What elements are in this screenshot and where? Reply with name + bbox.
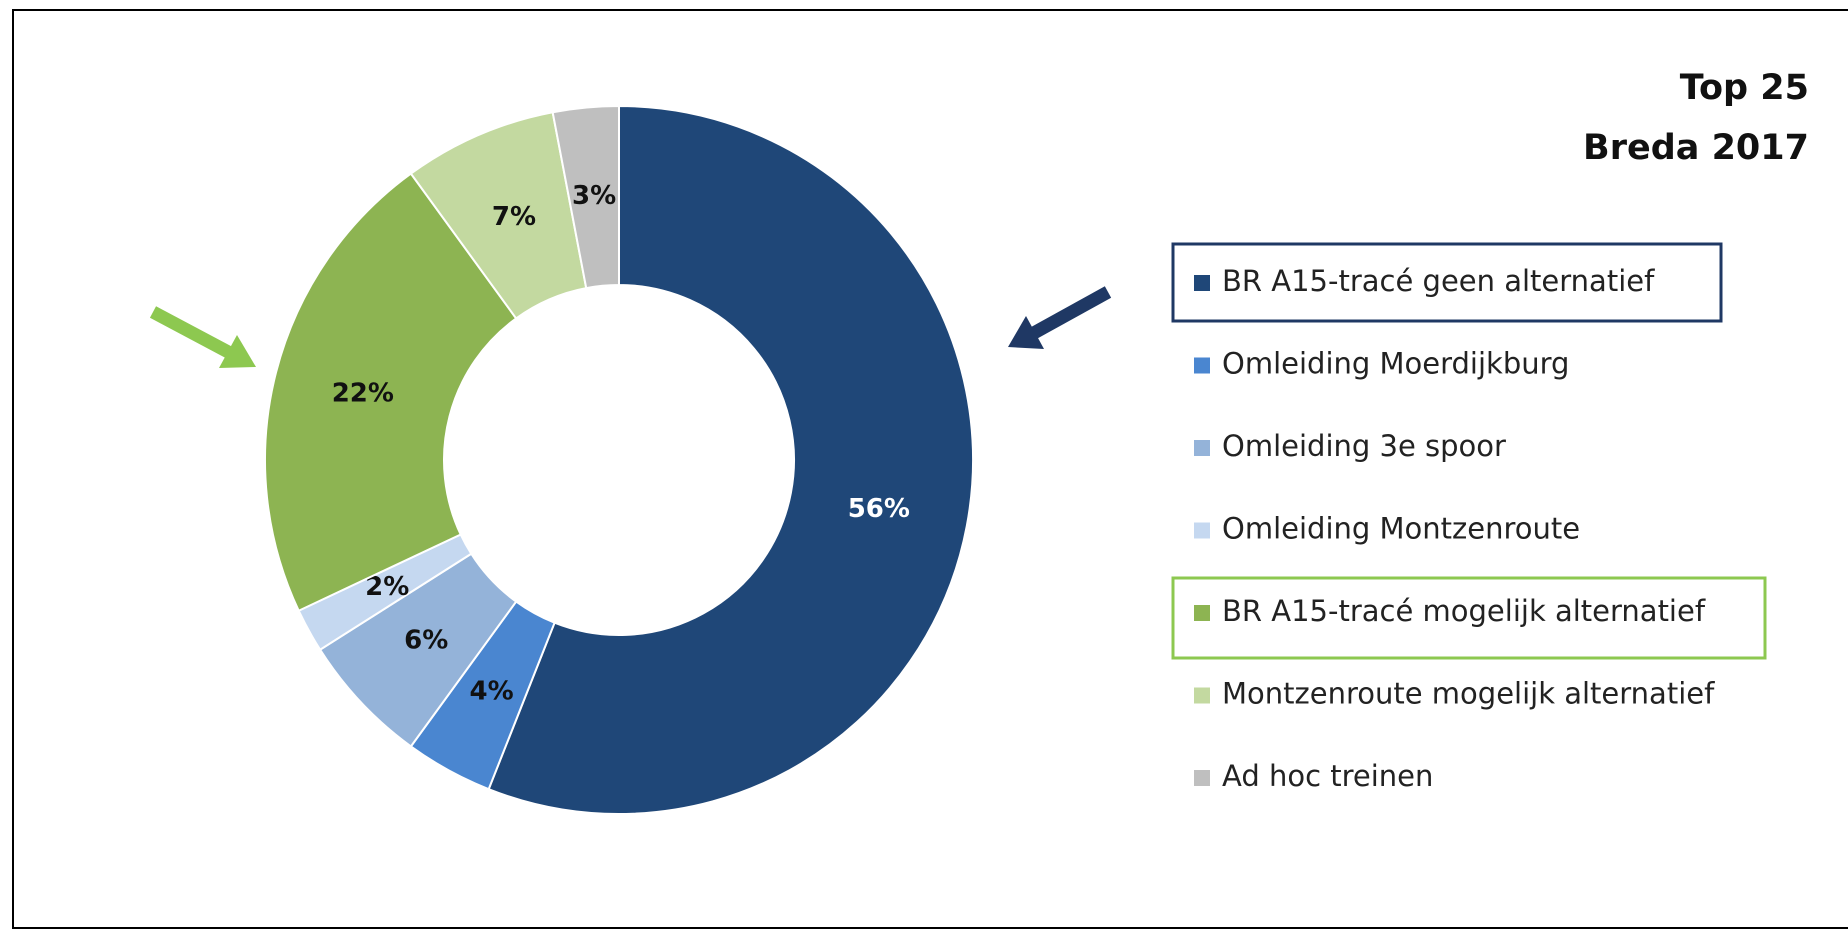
arrow — [1008, 286, 1112, 349]
data-label: 4% — [469, 676, 513, 706]
legend-swatch — [1194, 440, 1210, 456]
legend-label: Ad hoc treinen — [1222, 759, 1433, 793]
arrow — [149, 306, 256, 368]
legend-swatch — [1194, 605, 1210, 621]
highlight-box — [1171, 576, 1767, 660]
page: 56% 4% 6% 2% 22% 7% 3% BR A15-tracé geen altern… — [12, 9, 1848, 929]
legend-swatch — [1194, 275, 1210, 291]
chart: 56%4%6%2%22%7%3%BR A15-tracé geen altern… — [149, 104, 1767, 815]
legend-label: BR A15-tracé mogelijk alternatief — [1222, 594, 1706, 628]
data-label: 6% — [404, 626, 448, 656]
donut-slice — [264, 172, 518, 613]
legend-label: Omleiding 3e spoor — [1222, 429, 1506, 463]
data-label: 3% — [572, 181, 616, 211]
legend-swatch — [1194, 357, 1210, 374]
chart-title: Top 25 Breda 2017 — [1583, 68, 1809, 168]
highlight-box — [1171, 242, 1723, 323]
data-label: 22% — [332, 379, 394, 409]
legend-swatch — [1194, 687, 1210, 704]
donut-slice — [551, 104, 620, 290]
legend-swatch — [1194, 770, 1210, 786]
legend-label: Omleiding Montzenroute — [1222, 512, 1580, 546]
data-label: 56% — [848, 494, 910, 524]
data-label: 7% — [492, 202, 536, 232]
legend-swatch — [1194, 522, 1210, 539]
legend-label: BR A15-tracé geen alternatief — [1222, 264, 1655, 298]
legend-label: Omleiding Moerdijkburg — [1222, 347, 1569, 381]
donut-slice — [487, 104, 974, 815]
legend-label: Montzenroute mogelijk alternatief — [1222, 677, 1715, 711]
